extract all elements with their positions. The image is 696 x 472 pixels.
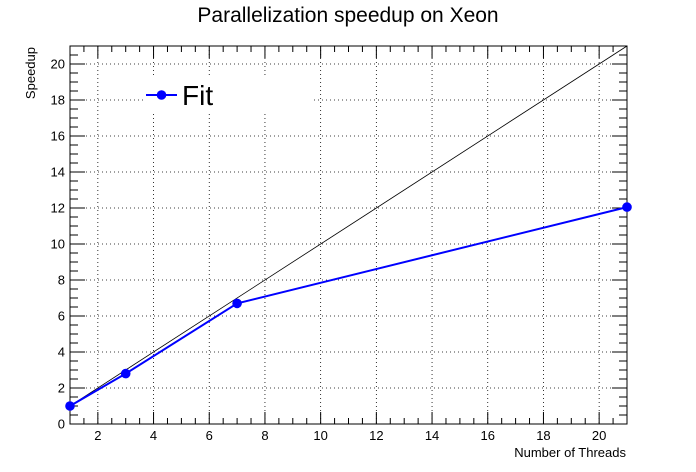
ideal-speedup-line xyxy=(69,45,628,407)
y-tick-label: 18 xyxy=(51,93,65,108)
y-tick-label: 4 xyxy=(58,345,65,360)
data-point xyxy=(232,298,242,309)
series-layer xyxy=(65,202,632,411)
x-tick-labels: 2 4 6 8 10 12 14 16 18 20 xyxy=(94,428,606,443)
y-tick-label: 20 xyxy=(51,57,65,72)
y-tick-label: 2 xyxy=(58,381,65,396)
legend-marker xyxy=(156,90,167,100)
x-tick-label: 8 xyxy=(261,428,268,443)
series-line-fit xyxy=(69,206,628,407)
y-tick-label: 8 xyxy=(58,273,65,288)
x-axis-label: Number of Threads xyxy=(514,445,626,460)
x-tick-label: 10 xyxy=(313,428,327,443)
y-tick-labels: 0 2 4 6 8 10 12 14 16 18 20 xyxy=(51,57,65,432)
major-ticks xyxy=(70,46,627,425)
x-tick-label: 4 xyxy=(150,428,157,443)
x-tick-label: 20 xyxy=(592,428,606,443)
y-tick-label: 0 xyxy=(58,417,65,432)
y-tick-label: 12 xyxy=(51,201,65,216)
legend-label-fit: Fit xyxy=(182,80,213,111)
x-tick-label: 14 xyxy=(425,428,439,443)
y-tick-label: 6 xyxy=(58,309,65,324)
chart-title: Parallelization speedup on Xeon xyxy=(197,4,498,27)
data-point xyxy=(622,202,632,212)
legend: Fit xyxy=(143,78,313,114)
x-tick-label: 18 xyxy=(536,428,550,443)
data-point xyxy=(120,368,131,379)
minor-ticks xyxy=(70,46,627,424)
x-tick-label: 2 xyxy=(94,428,101,443)
x-tick-label: 12 xyxy=(369,428,383,443)
data-point xyxy=(65,401,75,411)
x-tick-label: 6 xyxy=(206,428,213,443)
y-tick-label: 16 xyxy=(51,129,65,144)
y-tick-label: 10 xyxy=(51,237,65,252)
y-tick-label: 14 xyxy=(51,165,65,180)
x-tick-label: 16 xyxy=(481,428,495,443)
y-axis-label: Speedup xyxy=(23,47,38,99)
plot-frame xyxy=(69,45,628,425)
